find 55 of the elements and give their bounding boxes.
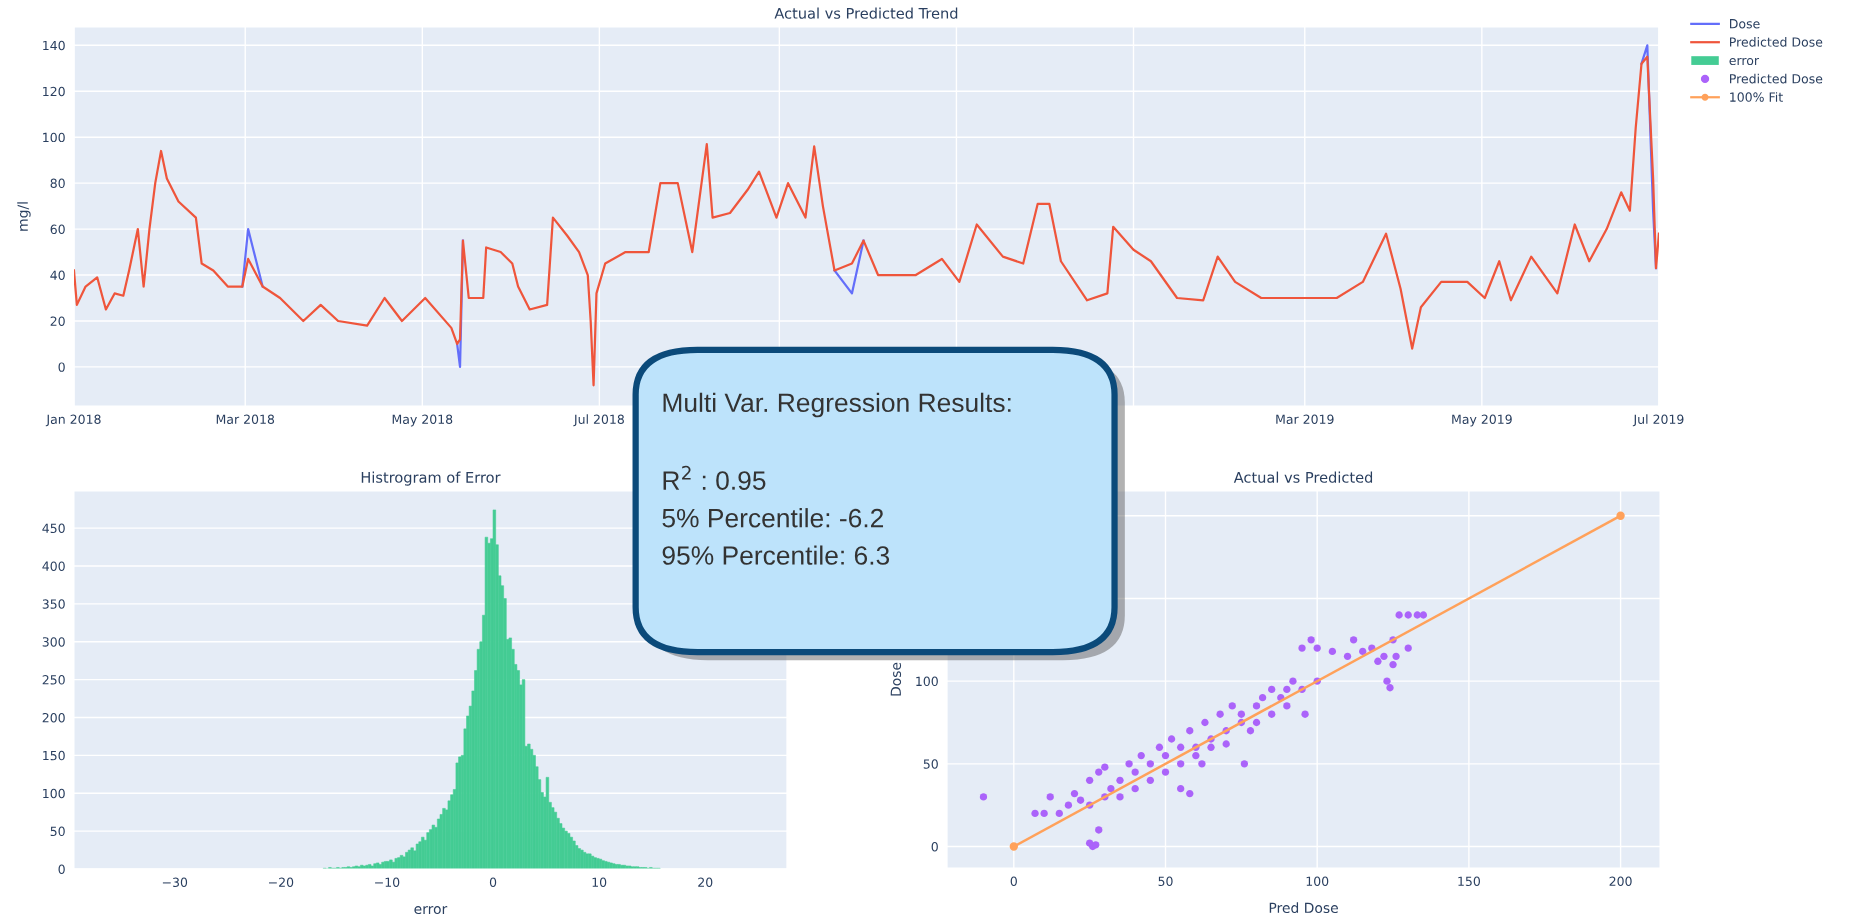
y-tick-label: 100 [43, 132, 65, 143]
legend-label: Dose [1730, 19, 1760, 29]
y-tick-label: 150 [43, 750, 65, 761]
x-tick-label: Jul 2019 [1632, 414, 1684, 427]
x-tick-label: Mar 2019 [1276, 414, 1334, 424]
y-axis-title: mg/l [17, 202, 31, 231]
legend-label: error [1729, 57, 1760, 66]
chart-title: Actual vs Predicted [1233, 471, 1373, 483]
y-axis-title: Dose [890, 662, 902, 696]
y-tick-label: 60 [50, 224, 65, 235]
x-axis-title: error [414, 906, 448, 915]
x-tick-label: 200 [1609, 876, 1632, 887]
x-tick-label: May 2019 [1452, 414, 1512, 427]
y-tick-label: 300 [42, 637, 65, 647]
x-tick-label: 100 [1306, 876, 1329, 887]
chart-title: Actual vs Predicted Trend [774, 7, 958, 19]
y-tick-label: 50 [923, 759, 938, 769]
legend-label: 100% Fit [1730, 92, 1783, 102]
chart-title: Histrogram of Error [361, 471, 501, 486]
x-tick-label: Mar 2018 [216, 414, 275, 424]
x-tick-label: 0 [1010, 876, 1017, 887]
annotation: 5% Percentile: -6.2 [662, 508, 884, 528]
y-tick-label: 0 [58, 864, 65, 874]
y-tick-label: 100 [916, 676, 938, 687]
annotation: 95% Percentile: 6.3 [662, 545, 890, 565]
y-tick-label: 350 [42, 599, 65, 609]
y-tick-label: 0 [58, 362, 65, 372]
x-tick-label: Jan 2018 [45, 414, 101, 427]
y-tick-label: 50 [50, 826, 65, 837]
x-tick-label: 50 [1158, 876, 1173, 887]
text: R$^{2}$ : 0.95 [663, 465, 766, 490]
x-axis-title: Pred Dose [1269, 902, 1338, 914]
x-tick-label: 150 [1458, 876, 1480, 887]
y-tick-label: 0 [931, 841, 938, 852]
y-tick-label: 80 [50, 178, 65, 189]
y-tick-label: 250 [42, 675, 65, 685]
y-tick-label: 20 [50, 316, 65, 326]
annotation: Multi Var. Regression Results: [663, 392, 1011, 418]
legend-label: Predicted Dose [1730, 37, 1823, 47]
y-tick-label: 40 [50, 270, 65, 280]
x-tick-label: −20 [268, 877, 294, 888]
y-tick-label: 200 [42, 712, 65, 723]
legend-label: Predicted Dose [1730, 73, 1823, 84]
x-tick-label: −10 [375, 877, 400, 888]
y-tick-label: 120 [43, 86, 65, 97]
y-tick-label: 450 [42, 523, 65, 534]
x-tick-label: 20 [698, 877, 713, 888]
x-tick-label: Jul 2018 [573, 414, 624, 427]
x-tick-label: May 2018 [392, 414, 453, 427]
y-tick-label: 100 [43, 788, 65, 799]
x-tick-label: 10 [592, 877, 607, 888]
x-tick-label: −30 [162, 877, 188, 888]
x-tick-label: 0 [489, 877, 497, 888]
y-tick-label: 140 [43, 40, 65, 51]
y-tick-label: 400 [42, 561, 65, 571]
